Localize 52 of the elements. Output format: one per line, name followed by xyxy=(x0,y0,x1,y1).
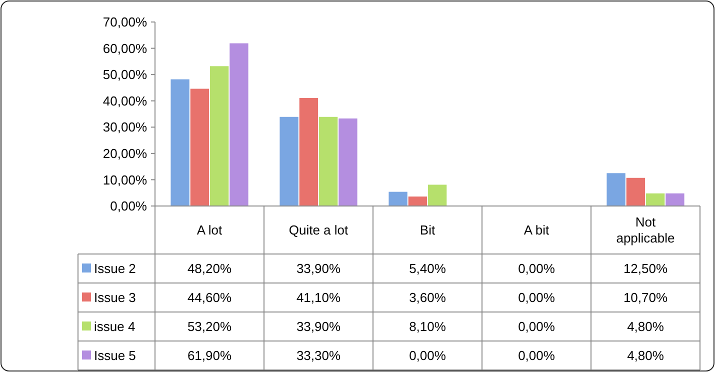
bar xyxy=(428,184,447,206)
y-tick-label: 20,00% xyxy=(102,146,148,161)
x-tick-label: Not applicable xyxy=(616,214,675,246)
y-tick-label: 70,00% xyxy=(102,14,148,30)
x-tick-label: Bit xyxy=(420,222,436,238)
bar xyxy=(280,116,298,206)
y-tick-label: 30,00% xyxy=(102,120,148,135)
legend-label: Issue 5 xyxy=(94,348,136,364)
legend-label: issue 4 xyxy=(94,319,136,334)
data-label: 4,80% xyxy=(627,319,664,334)
y-tick-label: 10,00% xyxy=(102,172,148,188)
data-label: 4,80% xyxy=(627,348,664,364)
data-label: 0,00% xyxy=(409,348,446,364)
data-label: 5,40% xyxy=(409,261,446,276)
data-label: 0,00% xyxy=(518,290,556,306)
bar xyxy=(388,192,408,206)
x-tick-label: A lot xyxy=(196,222,223,238)
data-label: 33,90% xyxy=(296,261,341,276)
y-tick-label: 0,00% xyxy=(110,198,148,214)
data-label: 0,00% xyxy=(518,319,556,334)
data-label: 12,50% xyxy=(623,261,668,276)
bar xyxy=(646,193,665,206)
bar xyxy=(190,88,210,206)
bar xyxy=(299,98,318,206)
y-tick-label: 40,00% xyxy=(102,93,148,108)
x-tick-label: A bit xyxy=(524,222,550,238)
data-label: 61,90% xyxy=(187,348,232,364)
bar xyxy=(170,79,190,206)
legend-label: Issue 2 xyxy=(94,261,136,276)
data-label: 33,90% xyxy=(296,319,341,334)
bar xyxy=(230,43,248,206)
x-tick-label: Quite a lot xyxy=(288,222,349,238)
y-tick-label: 50,00% xyxy=(102,67,148,82)
data-label: 0,00% xyxy=(518,348,556,364)
bar xyxy=(408,196,428,206)
data-label: 44,60% xyxy=(187,290,232,306)
bar xyxy=(626,178,646,206)
bar xyxy=(666,193,684,206)
data-label: 0,00% xyxy=(518,261,556,276)
bar xyxy=(606,173,626,206)
bar xyxy=(210,66,229,206)
data-label: 8,10% xyxy=(409,319,446,334)
legend-label: Issue 3 xyxy=(94,290,136,306)
data-label: 3,60% xyxy=(409,290,446,306)
data-label: 10,70% xyxy=(623,290,668,306)
data-label: 53,20% xyxy=(187,319,232,334)
data-label: 33,30% xyxy=(296,348,341,364)
data-label: 48,20% xyxy=(187,261,232,276)
data-label: 41,10% xyxy=(296,290,341,306)
bar xyxy=(318,116,338,206)
y-tick-label: 60,00% xyxy=(102,40,148,56)
bar xyxy=(338,118,358,206)
